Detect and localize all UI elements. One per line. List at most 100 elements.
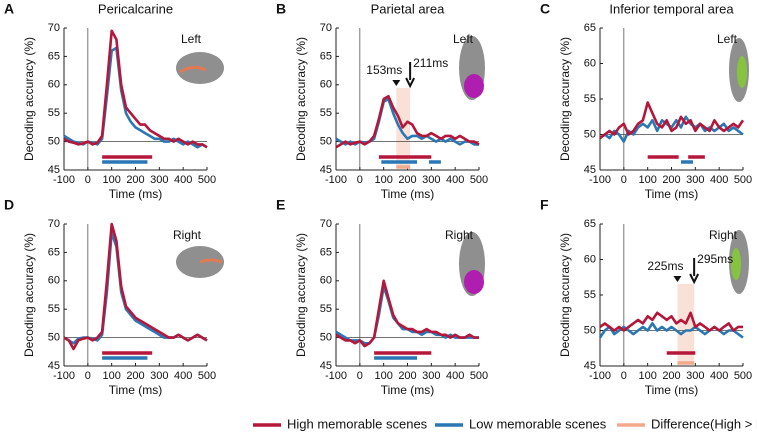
x-tick-label: 200 [398,370,416,382]
panel-letter: F [540,197,549,213]
x-tick-label: 200 [126,370,144,382]
brain-region [464,270,484,294]
series-line [335,279,479,348]
legend-label: High memorable scenes [287,416,428,431]
x-tick-label: -100 [53,370,75,382]
brain-region [199,258,223,264]
y-tick-label: 55 [584,289,596,301]
series-line [599,311,743,332]
annotation-label: 211ms [413,56,448,70]
y-tick-label: 55 [584,93,596,105]
brain-region [737,56,747,88]
y-axis-label: Decoding accuracy (%) [22,233,36,357]
x-tick-label: 0 [85,174,91,186]
y-tick-label: 50 [320,136,332,148]
y-tick-label: 65 [48,50,60,62]
series-line [63,222,208,351]
x-tick-label: 100 [102,370,120,382]
x-tick-label: 100 [638,370,656,382]
y-tick-label: 70 [320,22,332,34]
x-tick-label: 200 [662,370,680,382]
x-tick-label: 200 [398,174,416,186]
y-tick-label: 45 [48,360,60,372]
y-tick-label: 60 [584,57,596,69]
y-tick-label: 55 [48,107,60,119]
annotation-marker [673,276,682,282]
x-tick-label: 400 [174,370,192,382]
panel-letter: B [276,1,286,17]
y-tick-label: 70 [48,22,60,34]
x-axis-label: Time (ms) [645,383,699,397]
y-tick-label: 50 [584,324,596,336]
x-tick-label: 500 [198,174,216,186]
y-tick-label: 45 [320,164,332,176]
panel: C Inferior temporal area Left 45 50 55 60 65 -10… [540,1,752,201]
panel: F Right 45 50 55 60 65 -100 0 100 200 300 400 500 Time… [540,197,752,397]
x-tick-label: -100 [325,370,347,382]
y-tick-label: 60 [48,79,60,91]
x-tick-label: 500 [734,174,752,186]
x-tick-label: 0 [85,370,91,382]
x-tick-label: 300 [686,174,704,186]
brain-region [464,74,484,98]
y-tick-label: 70 [48,218,60,230]
y-tick-label: 65 [584,218,596,230]
annotation-marker [392,80,401,86]
x-tick-label: 0 [621,370,627,382]
annotation-label: 295ms [697,252,733,266]
y-tick-label: 60 [320,79,332,91]
y-tick-label: 50 [48,136,60,148]
x-tick-label: -100 [589,370,611,382]
y-tick-label: 45 [584,360,596,372]
y-axis-label: Decoding accuracy (%) [294,37,308,161]
series-line [335,94,480,149]
y-axis-label: Decoding accuracy (%) [22,37,36,161]
brain-icons [176,36,749,296]
x-tick-label: 500 [470,174,488,186]
annotation-label: 153ms [366,63,402,77]
y-tick-label: 50 [48,332,60,344]
x-tick-label: 300 [150,174,168,186]
hemisphere-label: Left [181,32,202,46]
panel-letter: C [540,1,550,17]
x-axis-label: Time (ms) [381,383,435,397]
brain-region [731,248,741,280]
x-tick-label: 500 [734,370,752,382]
x-tick-label: 100 [374,370,392,382]
y-tick-label: 60 [48,275,60,287]
brain-region [179,65,207,74]
x-tick-label: 0 [357,174,363,186]
x-tick-label: 0 [621,174,627,186]
y-tick-label: 45 [584,164,596,176]
panel: B Parietal area Left 45 50 55 60 65 70 -100 0 100 20… [276,1,488,201]
x-tick-label: 400 [710,174,728,186]
x-tick-label: 300 [686,370,704,382]
hemisphere-label: Left [717,32,738,46]
x-tick-label: 100 [102,174,120,186]
x-tick-label: -100 [325,174,347,186]
x-tick-label: 500 [198,370,216,382]
x-tick-label: 400 [446,174,464,186]
y-tick-label: 45 [48,164,60,176]
y-tick-label: 70 [320,218,332,230]
hemisphere-label: Right [173,228,202,242]
x-tick-label: 200 [126,174,144,186]
series-line [63,29,208,149]
y-tick-label: 65 [48,246,60,258]
panel: D Right 45 50 55 60 65 70 -100 0 100 200 300 400 500 Ti… [4,197,216,397]
y-tick-label: 45 [320,360,332,372]
x-tick-label: 100 [638,174,656,186]
y-tick-label: 65 [320,50,332,62]
hemisphere-label: Right [709,228,738,242]
x-tick-label: 100 [374,174,392,186]
x-tick-label: 400 [710,370,728,382]
x-tick-label: 400 [446,370,464,382]
panel: A Pericalcarine Left 45 50 55 60 65 70 -100 0 100 20… [4,1,216,201]
x-axis-label: Time (ms) [645,187,699,201]
x-tick-label: 300 [150,370,168,382]
panel-title: Inferior temporal area [609,1,734,16]
series-line [63,231,208,345]
y-tick-label: 65 [584,22,596,34]
y-tick-label: 55 [320,107,332,119]
y-tick-label: 55 [320,303,332,315]
